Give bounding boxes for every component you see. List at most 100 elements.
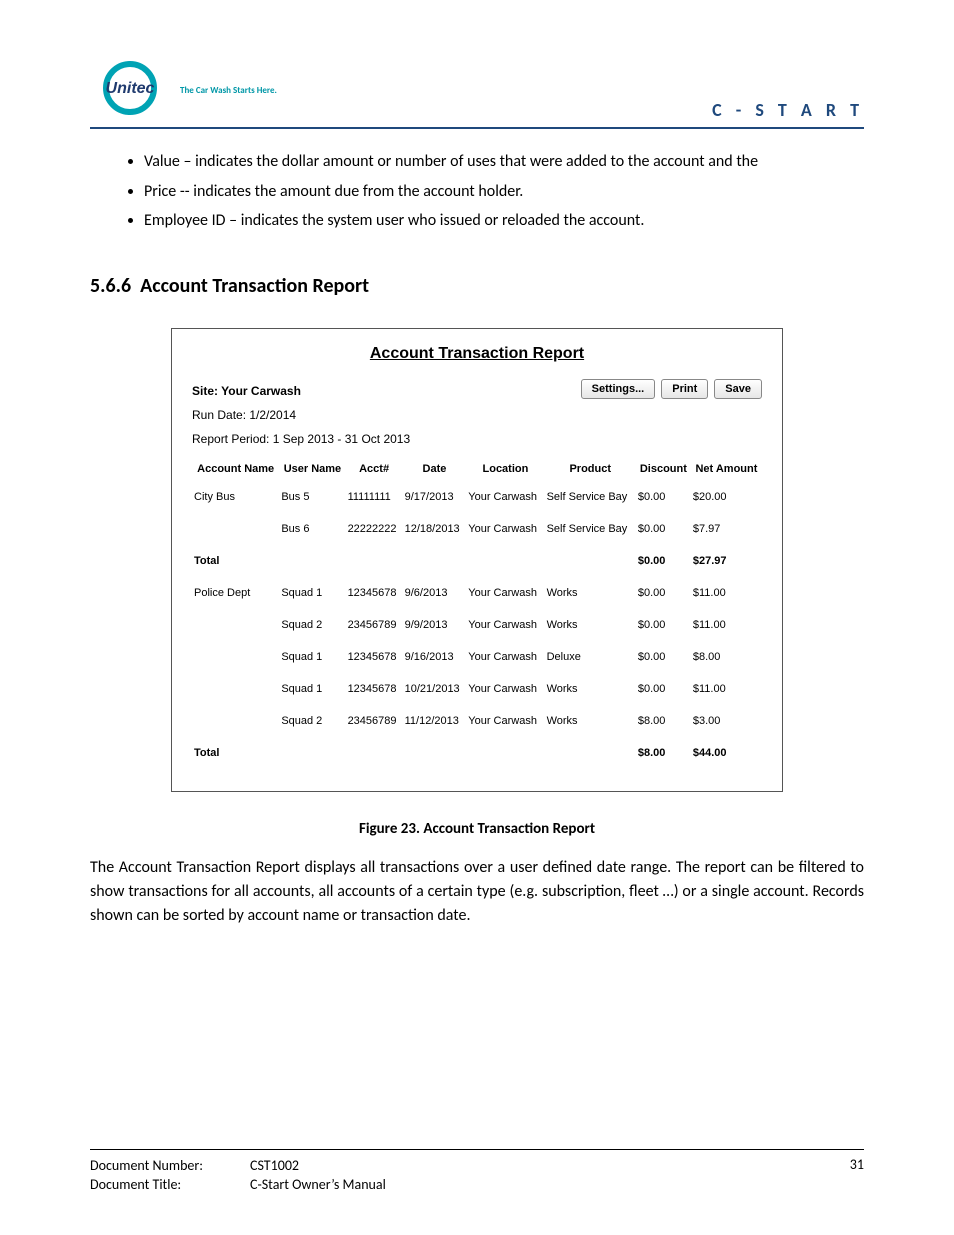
cell-location: Your Carwash bbox=[466, 705, 544, 737]
col-location: Location bbox=[466, 457, 544, 481]
cell-location: Your Carwash bbox=[466, 577, 544, 609]
cell-product: Deluxe bbox=[545, 641, 636, 673]
cell-product: Works bbox=[545, 577, 636, 609]
cell-account: Police Dept bbox=[192, 577, 279, 609]
cell-acct: 12345678 bbox=[346, 577, 403, 609]
svg-text:Unitec: Unitec bbox=[106, 80, 155, 97]
cell-net: $20.00 bbox=[691, 481, 762, 513]
cell-acct bbox=[346, 545, 403, 577]
cell-location: Your Carwash bbox=[466, 513, 544, 545]
cell-product: Works bbox=[545, 609, 636, 641]
print-button[interactable]: Print bbox=[661, 379, 708, 399]
cell-acct: 22222222 bbox=[346, 513, 403, 545]
doc-title-label: Document Title: bbox=[90, 1175, 250, 1195]
cell-acct: 12345678 bbox=[346, 673, 403, 705]
cell-product bbox=[545, 737, 636, 769]
logo-block: Unitec The Car Wash Starts Here. bbox=[90, 60, 277, 121]
cell-net: $8.00 bbox=[691, 641, 762, 673]
cell-product: Works bbox=[545, 705, 636, 737]
table-row: Squad 2234567899/9/2013Your CarwashWorks… bbox=[192, 609, 762, 641]
cell-discount: $0.00 bbox=[636, 513, 691, 545]
cell-user bbox=[279, 545, 345, 577]
cell-date: 12/18/2013 bbox=[403, 513, 467, 545]
cell-acct: 12345678 bbox=[346, 641, 403, 673]
report-buttons: Settings... Print Save bbox=[581, 379, 762, 399]
col-acct: Acct# bbox=[346, 457, 403, 481]
cell-account bbox=[192, 513, 279, 545]
period-label: Report Period: 1 Sep 2013 - 31 Oct 2013 bbox=[192, 427, 410, 451]
cell-date: 11/12/2013 bbox=[403, 705, 467, 737]
list-item: Price -- indicates the amount due from t… bbox=[144, 179, 864, 205]
page-number: 31 bbox=[850, 1156, 864, 1195]
cell-date: 9/6/2013 bbox=[403, 577, 467, 609]
page-header: Unitec The Car Wash Starts Here. C - S T… bbox=[90, 60, 864, 121]
table-row: Total $8.00$44.00 bbox=[192, 737, 762, 769]
section-number: 5.6.6 bbox=[90, 274, 131, 298]
cell-account: City Bus bbox=[192, 481, 279, 513]
report-title: Account Transaction Report bbox=[192, 345, 762, 363]
cell-user bbox=[279, 737, 345, 769]
run-date-label: Run Date: 1/2/2014 bbox=[192, 403, 410, 427]
col-net-amount: Net Amount bbox=[691, 457, 762, 481]
cell-net: $11.00 bbox=[691, 673, 762, 705]
body-paragraph: The Account Transaction Report displays … bbox=[90, 856, 864, 928]
cell-discount: $0.00 bbox=[636, 641, 691, 673]
cell-date bbox=[403, 545, 467, 577]
cell-discount: $8.00 bbox=[636, 737, 691, 769]
doc-number-label: Document Number: bbox=[90, 1156, 250, 1176]
cell-user: Squad 2 bbox=[279, 705, 345, 737]
report-info: Site: Your Carwash Run Date: 1/2/2014 Re… bbox=[192, 379, 410, 451]
bullet-list: Value – indicates the dollar amount or n… bbox=[144, 149, 864, 234]
cell-location bbox=[466, 545, 544, 577]
cell-discount: $0.00 bbox=[636, 481, 691, 513]
cell-discount: $0.00 bbox=[636, 545, 691, 577]
col-account-name: Account Name bbox=[192, 457, 279, 481]
cell-product: Works bbox=[545, 673, 636, 705]
header-title: C - S T A R T bbox=[712, 99, 864, 121]
section-title: Account Transaction Report bbox=[140, 274, 369, 298]
unitec-logo-icon: Unitec bbox=[90, 60, 174, 121]
cell-acct: 11111111 bbox=[346, 481, 403, 513]
table-row: Squad 22345678911/12/2013Your CarwashWor… bbox=[192, 705, 762, 737]
cell-account bbox=[192, 609, 279, 641]
cell-date: 10/21/2013 bbox=[403, 673, 467, 705]
doc-number: CST1002 bbox=[250, 1157, 299, 1174]
table-row: City BusBus 5111111119/17/2013Your Carwa… bbox=[192, 481, 762, 513]
cell-discount: $0.00 bbox=[636, 673, 691, 705]
cell-date: 9/17/2013 bbox=[403, 481, 467, 513]
cell-product: Self Service Bay bbox=[545, 513, 636, 545]
cell-net: $27.97 bbox=[691, 545, 762, 577]
cell-location: Your Carwash bbox=[466, 481, 544, 513]
cell-location bbox=[466, 737, 544, 769]
cell-account: Total bbox=[192, 737, 279, 769]
cell-account bbox=[192, 705, 279, 737]
cell-user: Squad 1 bbox=[279, 641, 345, 673]
cell-net: $11.00 bbox=[691, 609, 762, 641]
cell-net: $44.00 bbox=[691, 737, 762, 769]
report-screenshot: Account Transaction Report Site: Your Ca… bbox=[171, 328, 783, 792]
cell-net: $3.00 bbox=[691, 705, 762, 737]
table-row: Police DeptSquad 1123456789/6/2013Your C… bbox=[192, 577, 762, 609]
figure-caption: Figure 23. Account Transaction Report bbox=[90, 820, 864, 838]
cell-net: $7.97 bbox=[691, 513, 762, 545]
cell-product: Self Service Bay bbox=[545, 481, 636, 513]
cell-discount: $0.00 bbox=[636, 577, 691, 609]
page-footer: Document Number:CST1002 Document Title:C… bbox=[90, 1149, 864, 1195]
cell-date: 9/9/2013 bbox=[403, 609, 467, 641]
col-product: Product bbox=[545, 457, 636, 481]
table-row: Squad 1123456789/16/2013Your CarwashDelu… bbox=[192, 641, 762, 673]
report-table: Account Name User Name Acct# Date Locati… bbox=[192, 457, 762, 769]
cell-acct bbox=[346, 737, 403, 769]
cell-date: 9/16/2013 bbox=[403, 641, 467, 673]
cell-user: Bus 5 bbox=[279, 481, 345, 513]
cell-discount: $8.00 bbox=[636, 705, 691, 737]
save-button[interactable]: Save bbox=[714, 379, 762, 399]
cell-location: Your Carwash bbox=[466, 641, 544, 673]
cell-product bbox=[545, 545, 636, 577]
table-row: Bus 62222222212/18/2013Your CarwashSelf … bbox=[192, 513, 762, 545]
cell-account bbox=[192, 673, 279, 705]
list-item: Value – indicates the dollar amount or n… bbox=[144, 149, 864, 175]
settings-button[interactable]: Settings... bbox=[581, 379, 656, 399]
cell-user: Squad 2 bbox=[279, 609, 345, 641]
section-heading: 5.6.6 Account Transaction Report bbox=[90, 274, 864, 298]
